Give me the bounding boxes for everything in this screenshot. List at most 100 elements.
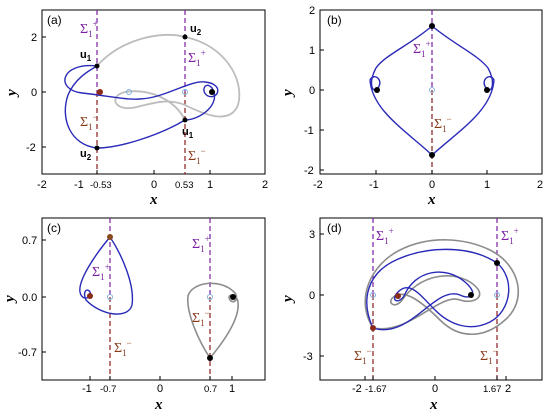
panel-a-u1-right-label: u1 [182, 126, 194, 140]
panel-a-ytick-label: 0 [31, 87, 37, 99]
panel-d-xtick-label: 0 [432, 383, 438, 395]
panel-d-ytick-label: 0 [309, 290, 315, 302]
panel-d-ytick-label: 3 [309, 229, 315, 241]
panel-b-xtick-label: -1 [369, 179, 379, 191]
panel-b-equilibrium-right [484, 87, 490, 93]
panel-a-sigma-minus-left: Σ1− [80, 112, 98, 132]
panel-b-label: (b) [327, 13, 342, 27]
panel-b-x-ticks: -2 -1 0 1 2 [313, 170, 543, 191]
panel-c-x-ticks: -1 -0.7 0 0.7 1 [82, 376, 235, 395]
panel-a-xtick-label: 0.53 [175, 180, 194, 191]
panel-c-x-axis-label: x [154, 397, 163, 413]
panel-a-u2-left-label: u2 [80, 148, 92, 162]
panel-d-sigma-plus-left: Σ1+ [376, 226, 394, 246]
panel-b-x-axis-label: x [427, 192, 436, 208]
panel-c-gray-orbit [187, 282, 239, 359]
panel-c-equilibrium-right [230, 294, 236, 300]
panel-b: (b) Σ1+ Σ1− -2 -1 0 1 2 2 1 0 -1 -2 [280, 5, 543, 208]
panel-c-xtick-label: -1 [82, 383, 92, 395]
panel-a-u1-left-label: u1 [80, 49, 92, 63]
panel-b-ytick-label: 1 [309, 45, 315, 57]
panel-a-sigma-plus-right: Σ1+ [188, 48, 206, 68]
panel-c-ytick-label: -0.7 [18, 347, 37, 359]
panel-d-label: (d) [327, 221, 342, 235]
panel-d-y-ticks: 3 0 -3 [303, 229, 324, 363]
panel-d-sigma-minus-left: Σ1− [354, 346, 372, 366]
panel-c-xtick-label: 0.7 [204, 384, 217, 395]
panel-a-xtick-label: -1 [74, 179, 84, 191]
panel-d-blue-orbit [366, 248, 510, 331]
panel-a-ytick-label: 2 [31, 32, 37, 44]
panel-c-xtick-label: 0 [157, 383, 163, 395]
panel-a-label: (a) [47, 13, 62, 27]
panel-d-equilibrium-open-right [494, 292, 500, 298]
panel-a-ytick-label: -2 [26, 142, 36, 154]
panel-c-top-point [107, 234, 113, 240]
panel-d-x-ticks: -2 -1.67 0 1.67 2 [352, 376, 511, 395]
panel-a-xtick-label: 2 [262, 179, 268, 191]
panel-a-y-ticks: 2 0 -2 [26, 32, 46, 154]
panel-b-sigma-plus: Σ1+ [413, 39, 431, 59]
panel-a-equilibrium-open-right [182, 89, 188, 95]
panel-a-u2-right-label: u2 [190, 23, 202, 37]
panel-c-frame [41, 217, 266, 381]
panel-c-equilibrium-left [87, 293, 93, 299]
panel-b-sigma-minus: Σ1− [434, 114, 452, 134]
panel-d: (d) Σ1+ Σ1+ Σ1− Σ1− -2 -1.67 0 1.67 2 [280, 217, 543, 413]
panel-d-equilibrium-right [468, 292, 474, 298]
panel-c-sigma-plus-right: Σ1+ [192, 234, 210, 254]
panel-a-xtick-label: 1 [207, 179, 213, 191]
panel-a-xtick-label: -2 [37, 179, 47, 191]
panel-a-equilibrium-right [209, 89, 215, 95]
panel-c-xtick-label: -0.7 [100, 384, 116, 395]
panel-d-gray-orbit [364, 239, 520, 335]
panel-a-equilibrium-left [97, 89, 103, 95]
panel-d-xtick-label: -1.67 [365, 384, 387, 395]
panel-b-equilibrium-open [429, 87, 435, 93]
panel-a-x-ticks: -2 -1 -0.53 0 0.53 1 2 [37, 170, 268, 191]
panel-d-y-axis-label: y [280, 295, 296, 304]
panel-a-y-axis-label: y [4, 89, 20, 98]
panel-b-y-axis-label: y [280, 89, 296, 98]
panel-b-ytick-label: 2 [309, 5, 315, 17]
panel-c-equilibrium-open-left [107, 294, 113, 300]
panel-a-u1-left-point [94, 63, 100, 69]
panel-b-ytick-label: -2 [304, 165, 314, 177]
panel-b-equilibrium-left [374, 87, 380, 93]
panel-b-top-point [429, 23, 435, 29]
panel-b-ytick-label: -1 [304, 125, 314, 137]
panel-c-sigma-minus-right: Σ1− [192, 308, 210, 328]
panel-c-blue-orbit [79, 236, 134, 315]
panel-d-ytick-label: -3 [303, 351, 313, 363]
panel-a-sigma-minus-right: Σ1− [188, 146, 206, 166]
panel-b-ytick-label: 0 [309, 85, 315, 97]
panel-d-xtick-label: -2 [352, 383, 362, 395]
panel-b-y-ticks: 2 1 0 -1 -2 [304, 5, 324, 177]
panel-b-bottom-point [429, 152, 435, 158]
panel-c-label: (c) [47, 221, 61, 235]
panel-d-sigma-plus-right: Σ1+ [501, 226, 519, 246]
panel-d-xtick-label: 1.67 [483, 384, 502, 395]
panel-a-equilibrium-open-left [126, 89, 132, 95]
panel-d-xtick-label: 2 [505, 383, 511, 395]
panel-c-equilibrium-open-right [207, 294, 213, 300]
panel-c: (c) Σ1+ Σ1+ Σ1− Σ1− -1 -0.7 0 0.7 1 0. [2, 217, 266, 413]
panel-c-y-ticks: 0.7 0.0 -0.7 [18, 235, 46, 359]
panel-a-x-axis-label: x [149, 192, 158, 208]
panel-a-u2-left-point [94, 145, 100, 151]
panel-c-sigma-minus-left: Σ1− [114, 338, 132, 358]
panel-a-sigma-plus-left: Σ1+ [80, 19, 98, 39]
panel-a-xtick-label: -0.53 [90, 180, 112, 191]
panel-d-top-right-point [494, 260, 500, 266]
panel-b-xtick-label: 1 [484, 179, 490, 191]
panel-c-bottom-point [207, 355, 213, 361]
panel-b-xtick-label: 0 [429, 179, 435, 191]
panel-d-equilibrium-open-left [370, 292, 376, 298]
panel-c-sigma-plus-left: Σ1+ [92, 262, 110, 282]
panel-c-xtick-label: 1 [229, 383, 235, 395]
panel-a-u2-right-point [182, 34, 188, 40]
panel-b-frame [319, 9, 543, 175]
panel-c-ytick-label: 0.0 [22, 292, 37, 304]
panel-a: (a) u1 u2 u1 u2 Σ1+ Σ1+ Σ1− Σ1− [4, 9, 268, 208]
